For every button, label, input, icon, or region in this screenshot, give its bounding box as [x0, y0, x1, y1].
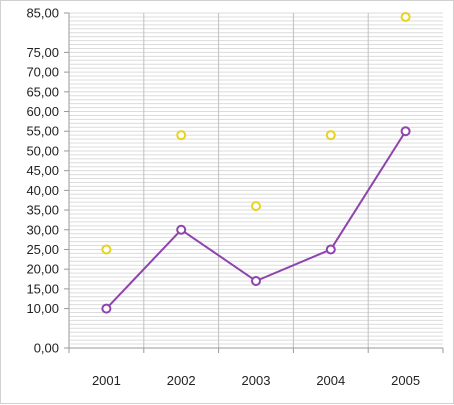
scatter-point [251, 201, 261, 212]
line-point [176, 224, 187, 235]
y-tick-label: 55,00 [26, 124, 59, 139]
y-tick-label: 10,00 [26, 301, 59, 316]
y-axis-ticks: 0,00 10,00 15,00 20,00 25,00 30,00 35,00 40,00 4… [26, 6, 69, 356]
y-tick-label: 30,00 [26, 222, 59, 237]
y-tick-label: 85,00 [26, 6, 59, 21]
scatter-point [101, 244, 112, 255]
y-tick-label: 0,00 [34, 341, 59, 356]
scatter-point [325, 130, 336, 141]
scatter-series [101, 11, 411, 255]
y-tick-label: 50,00 [26, 143, 59, 158]
y-tick-label: 35,00 [26, 203, 59, 218]
y-tick-label: 45,00 [26, 163, 59, 178]
line-point [101, 303, 112, 314]
y-tick-label: 40,00 [26, 183, 59, 198]
line-point [400, 126, 411, 137]
scatter-point [400, 11, 411, 22]
vertical-gridlines [143, 13, 369, 348]
x-axis-ticks: 2001 2002 2003 2004 2005 [92, 348, 444, 388]
x-tick-label: 2005 [391, 373, 420, 388]
axes [64, 13, 443, 353]
line-series [101, 126, 411, 314]
x-tick-label: 2002 [167, 373, 196, 388]
y-tick-label: 60,00 [26, 104, 59, 119]
y-tick-label: 65,00 [26, 84, 59, 99]
y-tick-label: 15,00 [26, 281, 59, 296]
y-tick-label: 70,00 [26, 65, 59, 80]
x-tick-label: 2004 [316, 373, 345, 388]
y-tick-label: 25,00 [26, 242, 59, 257]
x-tick-label: 2003 [242, 373, 271, 388]
minor-gridlines [69, 12, 443, 345]
x-tick-label: 2001 [92, 373, 121, 388]
y-tick-label: 75,00 [26, 45, 59, 60]
line-point [251, 276, 261, 286]
y-tick-label: 20,00 [26, 262, 59, 277]
scatter-point [176, 130, 187, 141]
line-point [325, 244, 336, 255]
